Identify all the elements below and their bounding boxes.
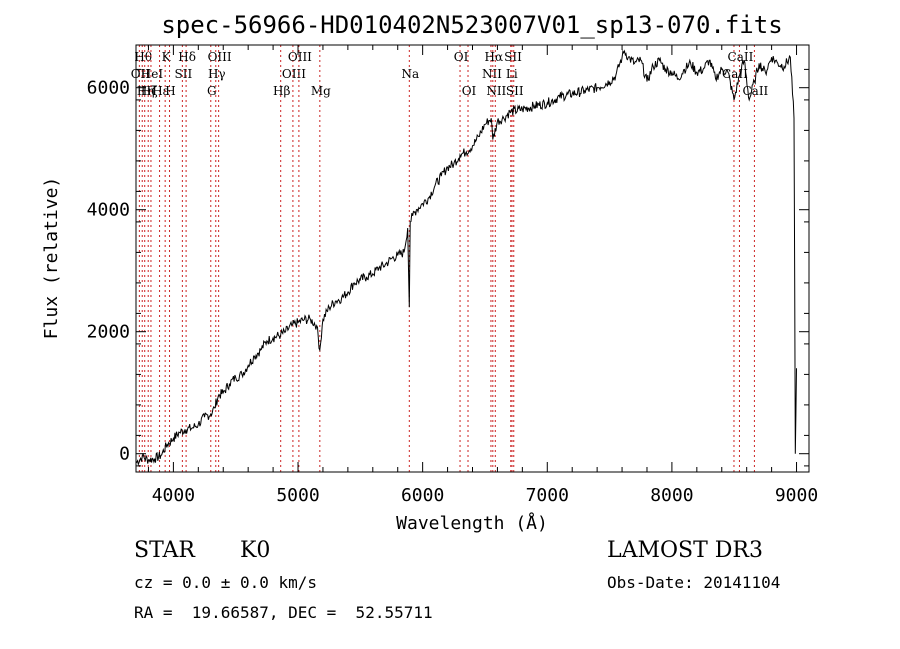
marker-label: H [165, 84, 175, 98]
marker-label: HeI [141, 67, 164, 81]
marker-label: OI [454, 50, 469, 64]
marker-label: K [162, 50, 172, 64]
marker-label: Hγ [208, 67, 226, 81]
y-tick-label: 2000 [87, 322, 130, 343]
survey-name: LAMOST DR3 [607, 538, 763, 563]
marker-label: G [207, 84, 217, 98]
y-axis-ticks: 0 2000 4000 6000 [87, 68, 809, 467]
marker-label: Hθ [134, 50, 152, 64]
x-tick-label: 4000 [152, 485, 195, 506]
marker-label: Mg [311, 84, 331, 98]
y-tick-label: 6000 [87, 78, 130, 99]
chart-title: spec-56966-HD010402N523007V01_sp13-070.f… [161, 11, 782, 39]
spectrum-line [135, 49, 797, 467]
redshift-cz: cz = 0.0 ± 0.0 km/s [134, 573, 318, 592]
x-axis-ticks: 4000 5000 6000 7000 8000 9000 [147, 45, 818, 506]
x-tick-label: 9000 [775, 485, 818, 506]
marker-label: Li [506, 67, 518, 81]
y-tick-label: 4000 [87, 200, 130, 221]
marker-label: OIII [208, 50, 232, 64]
marker-label: SII [504, 50, 522, 64]
marker-label: CaII [722, 67, 748, 81]
marker-label: NII [486, 84, 506, 98]
x-tick-label: 5000 [276, 485, 319, 506]
x-tick-label: 8000 [650, 485, 693, 506]
x-tick-label: 7000 [526, 485, 569, 506]
marker-label: OI [462, 84, 477, 98]
marker-label: SII [506, 84, 524, 98]
marker-label: Hβ [273, 84, 290, 98]
marker-label: CaII [742, 84, 768, 98]
marker-label: OIII [282, 67, 306, 81]
y-tick-label: 0 [119, 444, 130, 465]
marker-label: OIII [288, 50, 312, 64]
marker-label: Na [401, 67, 419, 81]
spectral-line-markers: OIIHθHηHζHeIHεKHSIIHδGHγOIIIHβOIIIOIIIMg… [131, 45, 769, 472]
y-axis-label: Flux (relative) [41, 177, 62, 340]
x-axis-label: Wavelength (Å) [396, 512, 548, 534]
spectral-subclass: K0 [240, 538, 271, 563]
marker-label: Hα [485, 50, 504, 64]
marker-label: Hδ [178, 50, 196, 64]
object-type: STAR [134, 538, 195, 563]
marker-label: SII [175, 67, 193, 81]
marker-label: NII [482, 67, 502, 81]
plot-frame [135, 44, 810, 473]
coordinates: RA = 19.66587, DEC = 52.55711 [134, 603, 433, 622]
marker-label: CaII [728, 50, 754, 64]
x-tick-label: 6000 [401, 485, 444, 506]
marker-label: Hε [152, 84, 169, 98]
obs-date: Obs-Date: 20141104 [607, 573, 781, 592]
